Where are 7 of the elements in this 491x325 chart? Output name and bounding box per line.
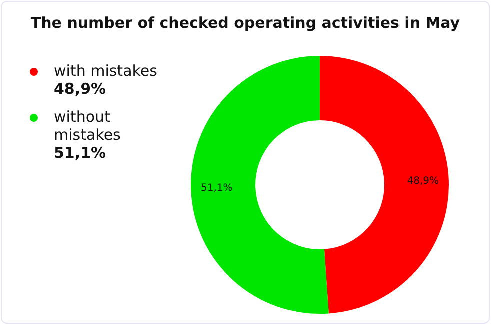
data-label: 48,9% xyxy=(407,176,440,188)
legend-label: with mistakes xyxy=(54,62,158,80)
text: 51,1% xyxy=(200,183,233,194)
data-label: 51,1% xyxy=(54,144,108,162)
text: 48,9% xyxy=(54,80,106,98)
legend-label: without mistakes xyxy=(54,108,122,144)
chart-title: The number of checked operating activities in May xyxy=(30,14,462,32)
